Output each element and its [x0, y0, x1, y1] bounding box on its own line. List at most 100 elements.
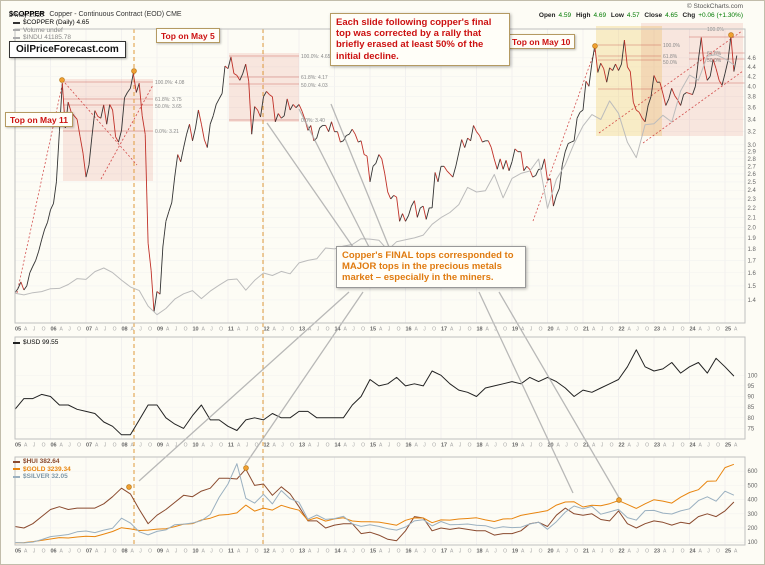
x-axis-month-label: A: [415, 327, 419, 333]
x-axis-month-label: J: [494, 549, 497, 555]
x-axis-month-label: O: [539, 443, 543, 449]
x-axis-month-label: J: [139, 327, 142, 333]
y-axis-tick-label: 3.0: [748, 143, 757, 149]
symbol-label: $COPPER: [9, 9, 45, 18]
x-axis-month-label: J: [423, 549, 426, 555]
series-copper-segment: [251, 106, 256, 135]
x-axis-year-label: 18: [477, 549, 483, 555]
x-axis-month-label: O: [290, 443, 294, 449]
series-copper-segment: [47, 209, 51, 223]
x-axis-month-label: A: [202, 327, 206, 333]
x-axis-month-label: A: [344, 443, 348, 449]
series-copper-segment: [183, 134, 188, 148]
fib-label: 100.0%: [707, 27, 725, 33]
x-axis-year-label: 19: [512, 549, 518, 555]
x-axis-year-label: 08: [122, 327, 128, 333]
series-copper-segment: [606, 67, 611, 83]
x-axis-month-label: O: [503, 549, 507, 555]
x-axis-month-label: O: [716, 327, 720, 333]
annotation-pointer-line: [266, 122, 354, 248]
x-axis-month-label: A: [486, 549, 490, 555]
x-axis-month-label: O: [255, 443, 259, 449]
x-axis-month-label: O: [148, 549, 152, 555]
series-copper-segment: [53, 181, 57, 204]
x-axis-month-label: A: [202, 443, 206, 449]
series-copper-segment: [641, 117, 646, 123]
series-gold-line: [14, 463, 735, 544]
series-copper-segment: [571, 140, 575, 143]
x-axis-month-label: O: [361, 549, 365, 555]
series-copper-segment: [381, 158, 386, 174]
fib-label: 0.0%: 3.21: [155, 129, 179, 135]
x-axis-month-label: J: [565, 327, 568, 333]
x-axis-month-label: J: [565, 443, 568, 449]
series-copper-segment: [573, 118, 578, 141]
series-copper-segment: [271, 96, 276, 122]
series-copper-segment: [200, 124, 205, 140]
x-axis-year-label: 21: [583, 443, 589, 449]
x-axis-month-label: O: [716, 443, 720, 449]
series-copper-segment: [76, 119, 81, 137]
main-legend: $COPPER (Daily) 4.65 Volume undef $INDU …: [13, 19, 89, 42]
series-copper-segment: [35, 250, 40, 261]
series-copper-segment: [547, 178, 551, 181]
x-axis-year-label: 17: [441, 443, 447, 449]
x-axis-month-label: A: [521, 549, 525, 555]
series-copper-segment: [706, 76, 711, 81]
fib-label: 61.8%: 3.75: [155, 97, 182, 103]
series-copper-segment: [360, 140, 365, 155]
series-copper-segment: [609, 67, 613, 71]
x-axis-month-label: A: [308, 327, 312, 333]
x-axis-year-label: 10: [193, 327, 199, 333]
top-marker-dot: [728, 32, 734, 38]
x-axis-month-label: O: [290, 327, 294, 333]
chart-header: $COPPER Copper - Continuous Contract (EO…: [9, 3, 182, 21]
series-copper-segment: [479, 135, 483, 143]
x-axis-month-label: A: [24, 549, 28, 555]
x-axis-month-label: A: [592, 549, 596, 555]
x-axis-year-label: 18: [477, 443, 483, 449]
x-axis-month-label: O: [326, 443, 330, 449]
x-axis-year-label: 11: [228, 327, 234, 333]
series-copper-segment: [221, 65, 226, 94]
x-axis-month-label: O: [77, 443, 81, 449]
x-axis-month-label: O: [432, 443, 436, 449]
x-axis-month-label: J: [707, 327, 710, 333]
x-axis-month-label: A: [237, 327, 241, 333]
series-copper-segment: [23, 285, 28, 291]
x-axis-month-label: O: [42, 443, 46, 449]
x-axis-month-label: O: [184, 443, 188, 449]
series-copper-segment: [632, 101, 637, 111]
series-copper-segment: [129, 73, 134, 89]
series-copper-segment: [568, 141, 572, 144]
series-copper-segment: [520, 151, 525, 171]
series-copper-segment: [493, 158, 498, 170]
x-axis-month-label: A: [699, 327, 703, 333]
x-axis-month-label: O: [610, 549, 614, 555]
x-axis-year-label: 25: [725, 327, 731, 333]
y-axis-tick-label: 400: [748, 498, 759, 504]
x-axis-month-label: J: [104, 549, 107, 555]
series-copper-segment: [665, 98, 670, 106]
series-copper-segment: [508, 161, 513, 171]
x-axis-month-label: O: [645, 549, 649, 555]
x-axis-month-label: O: [184, 549, 188, 555]
x-axis-month-label: J: [317, 327, 320, 333]
series-copper-segment: [431, 172, 436, 208]
x-axis-month-label: A: [95, 549, 99, 555]
series-copper-segment: [422, 206, 427, 220]
series-copper-segment: [307, 125, 312, 131]
x-axis-month-label: O: [468, 549, 472, 555]
x-axis-month-label: J: [139, 549, 142, 555]
x-axis-year-label: 07: [86, 327, 92, 333]
x-axis-month-label: J: [281, 443, 284, 449]
y-axis-tick-label: 3.4: [748, 117, 757, 123]
series-usd-line: [14, 349, 735, 436]
x-axis-month-label: A: [699, 443, 703, 449]
x-axis-year-label: 24: [690, 443, 697, 449]
trend-dotted-line: [532, 44, 598, 222]
x-axis-month-label: J: [459, 549, 462, 555]
series-copper-segment: [26, 272, 31, 287]
trend-dotted-line: [642, 70, 744, 144]
